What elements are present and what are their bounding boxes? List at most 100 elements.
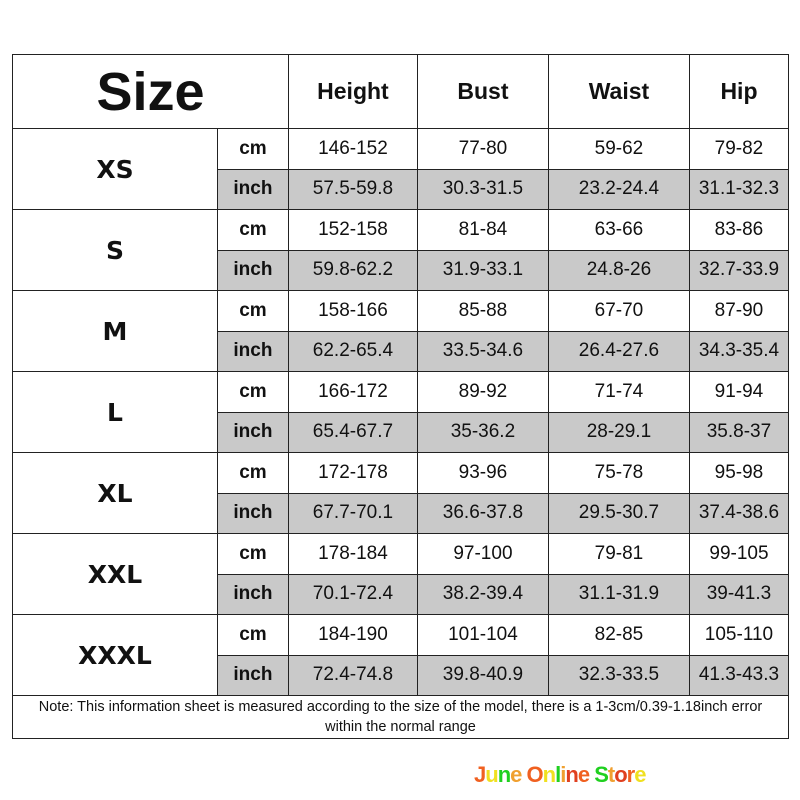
measurement-cell: 65.4-67.7 — [287, 411, 418, 453]
watermark-letter: J — [474, 762, 486, 787]
measurement-cell: 59.8-62.2 — [287, 249, 418, 291]
measurement-cell: 31.1-31.9 — [547, 573, 690, 615]
unit-label: inch — [216, 249, 289, 291]
size-label: XS — [12, 128, 218, 210]
unit-label: inch — [216, 168, 289, 210]
measurement-cell: 152-158 — [287, 209, 418, 251]
measurement-cell: 59-62 — [547, 128, 690, 170]
measurement-cell: 75-78 — [547, 452, 690, 494]
watermark-letter: n — [565, 762, 578, 787]
measurement-cell: 31.9-33.1 — [416, 249, 549, 291]
note-text: Note: This information sheet is measured… — [12, 695, 789, 739]
measurement-cell: 99-105 — [688, 533, 790, 575]
size-chart-table: Size Height Bust Waist Hip XS cm 146-152 77… — [12, 54, 790, 739]
measurement-cell: 178-184 — [287, 533, 418, 575]
watermark-letter: n — [542, 762, 556, 787]
measurement-cell: 79-81 — [547, 533, 690, 575]
watermark-letter: t — [607, 762, 615, 787]
measurement-cell: 41.3-43.3 — [688, 654, 790, 696]
measurement-cell: 81-84 — [416, 209, 549, 251]
measurement-cell: 30.3-31.5 — [416, 168, 549, 210]
watermark-letter: e — [577, 762, 590, 787]
measurement-cell: 70.1-72.4 — [287, 573, 418, 615]
measurement-cell: 63-66 — [547, 209, 690, 251]
table-row: XXL cm 178-184 97-100 79-81 99-105 — [12, 533, 790, 615]
watermark-letter: i — [560, 762, 566, 787]
watermark-letter: u — [485, 762, 498, 787]
measurement-cell: 67-70 — [547, 290, 690, 332]
measurement-cell: 83-86 — [688, 209, 790, 251]
measurement-cell: 34.3-35.4 — [688, 330, 790, 372]
measurement-cell: 172-178 — [287, 452, 418, 494]
measurement-cell: 23.2-24.4 — [547, 168, 690, 210]
measurement-cell: 101-104 — [416, 614, 549, 656]
measurement-cell: 87-90 — [688, 290, 790, 332]
measurement-cell: 184-190 — [287, 614, 418, 656]
measurement-cell: 77-80 — [416, 128, 549, 170]
size-label: M — [12, 290, 218, 372]
unit-label: cm — [216, 533, 289, 575]
height-header: Height — [287, 54, 418, 129]
header-row: Size Height Bust Waist Hip — [12, 54, 790, 129]
measurement-cell: 36.6-37.8 — [416, 492, 549, 534]
size-label: XL — [12, 452, 218, 534]
unit-label: cm — [216, 209, 289, 251]
watermark-letter: S — [594, 762, 609, 787]
watermark-letter: n — [497, 762, 511, 787]
measurement-cell: 24.8-26 — [547, 249, 690, 291]
measurement-cell: 71-74 — [547, 371, 690, 413]
measurement-cell: 28-29.1 — [547, 411, 690, 453]
measurement-cell: 93-96 — [416, 452, 549, 494]
unit-label: cm — [216, 290, 289, 332]
measurement-cell: 91-94 — [688, 371, 790, 413]
measurement-cell: 105-110 — [688, 614, 790, 656]
table-row: inch 67.7-70.1 36.6-37.8 29.5-30.7 37.4-38.6 — [13, 492, 790, 534]
table-row: inch 70.1-72.4 38.2-39.4 31.1-31.9 39-41.3 — [13, 573, 790, 615]
size-label: L — [12, 371, 218, 453]
size-label: S — [12, 209, 218, 291]
unit-label: inch — [216, 654, 289, 696]
measurement-cell: 26.4-27.6 — [547, 330, 690, 372]
table-row: inch 57.5-59.8 30.3-31.5 23.2-24.4 31.1-32.3 — [13, 168, 790, 210]
measurement-cell: 39-41.3 — [688, 573, 790, 615]
measurement-cell: 97-100 — [416, 533, 549, 575]
measurement-cell: 146-152 — [287, 128, 418, 170]
unit-label: inch — [216, 330, 289, 372]
table-row: XXXL cm 184-190 101-104 82-85 105-110 — [12, 614, 790, 696]
measurement-cell: 35-36.2 — [416, 411, 549, 453]
bust-header: Bust — [416, 54, 549, 129]
measurement-cell: 35.8-37 — [688, 411, 790, 453]
table-row: XS cm 146-152 77-80 59-62 79-82 — [12, 128, 790, 210]
watermark-letter: O — [526, 762, 544, 787]
unit-label: inch — [216, 411, 289, 453]
measurement-cell: 67.7-70.1 — [287, 492, 418, 534]
unit-label: inch — [216, 492, 289, 534]
table-row: XL cm 172-178 93-96 75-78 95-98 — [12, 452, 790, 534]
hip-header: Hip — [688, 54, 790, 129]
unit-label: cm — [216, 371, 289, 413]
watermark-letter: o — [614, 762, 627, 787]
size-label: XXL — [12, 533, 218, 615]
measurement-cell: 32.7-33.9 — [688, 249, 790, 291]
table-row: inch 62.2-65.4 33.5-34.6 26.4-27.6 34.3-35.4 — [13, 330, 790, 372]
note-row: Note: This information sheet is measured… — [12, 695, 789, 739]
measurement-cell: 29.5-30.7 — [547, 492, 690, 534]
measurement-cell: 31.1-32.3 — [688, 168, 790, 210]
table-row: inch 72.4-74.8 39.8-40.9 32.3-33.5 41.3-43.3 — [13, 654, 790, 696]
measurement-cell: 62.2-65.4 — [287, 330, 418, 372]
waist-header: Waist — [547, 54, 690, 129]
unit-label: cm — [216, 614, 289, 656]
watermark-letter: r — [626, 762, 636, 787]
measurement-cell: 32.3-33.5 — [547, 654, 690, 696]
measurement-cell: 89-92 — [416, 371, 549, 413]
unit-label: cm — [216, 128, 289, 170]
watermark: June Online Store — [474, 762, 646, 788]
watermark-letter: e — [510, 762, 522, 787]
size-label: XXXL — [12, 614, 218, 696]
measurement-cell: 38.2-39.4 — [416, 573, 549, 615]
measurement-cell: 158-166 — [287, 290, 418, 332]
measurement-cell: 39.8-40.9 — [416, 654, 549, 696]
